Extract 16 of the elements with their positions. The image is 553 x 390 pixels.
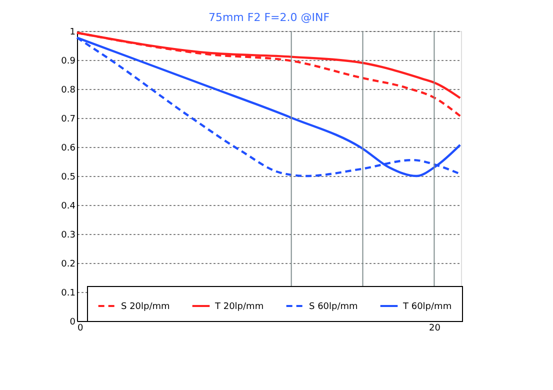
y-tick-label: 0.7 (61, 114, 76, 124)
y-tick-label: 0.4 (61, 202, 76, 212)
y-tick-label: 0.1 (61, 288, 76, 298)
y-tick-label: 0.3 (61, 230, 76, 240)
y-tick-label: 0.6 (61, 144, 76, 154)
legend-label: T 20lp/mm (214, 302, 264, 312)
legend-label: T 60lp/mm (402, 302, 452, 312)
y-tick-label: 1 (70, 28, 76, 38)
legend-label: S 20lp/mm (121, 302, 170, 312)
chart-title: 75mm F2 F=2.0 @INF (208, 11, 330, 24)
y-tick-label: 0.5 (61, 172, 76, 182)
x-tick-label: 20 (428, 324, 441, 334)
y-tick-label: 0.2 (61, 260, 76, 270)
y-tick-label: 0.8 (61, 86, 76, 96)
y-tick-label: 0.9 (61, 56, 76, 66)
legend-label: S 60lp/mm (309, 302, 358, 312)
